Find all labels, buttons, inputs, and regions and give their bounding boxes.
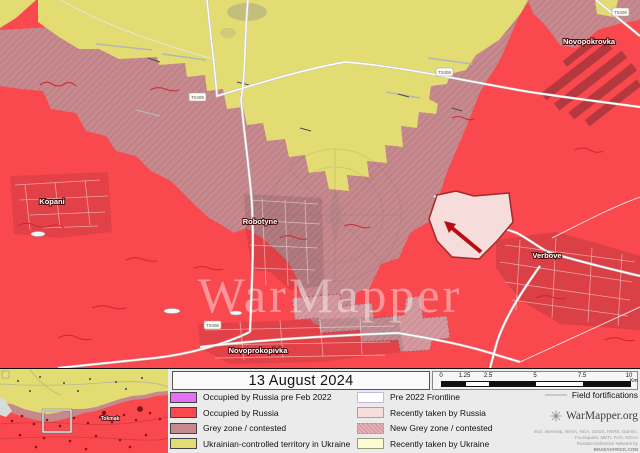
map-watermark-text: WarMapper bbox=[198, 267, 463, 323]
attribution-line: Foursquare, METI, FAO, NOAA bbox=[574, 435, 638, 440]
road-shield-label: T0408 bbox=[614, 10, 627, 15]
minor-roads bbox=[59, 0, 640, 363]
town-streets bbox=[14, 179, 636, 361]
town-label-robotyne: Robotyne bbox=[243, 217, 278, 226]
attribution: Esri, Intermap, NASA, NGA, USGS, HERE, G… bbox=[532, 429, 638, 453]
brand-name: WarMapper.org bbox=[566, 410, 638, 422]
scale-bar-segments bbox=[441, 381, 631, 387]
legend-item-occupied: Occupied by Russia bbox=[170, 407, 279, 419]
date-title-box: 13 August 2024 bbox=[172, 371, 430, 390]
legend-item-pre2022-frontline: Pre 2022 Frontline bbox=[357, 391, 460, 403]
road-shield-label: T0408 bbox=[191, 95, 204, 100]
recently-taken-by-russia-area bbox=[428, 190, 514, 260]
legend-item-grey-zone: Grey zone / contested bbox=[170, 422, 286, 434]
swatch-pre2022-frontline bbox=[357, 391, 384, 403]
scale-tick: 5 bbox=[533, 373, 537, 379]
town-label-novoprokopivka: Novoprokopivka bbox=[229, 346, 289, 355]
swatch-occupied bbox=[170, 407, 197, 418]
legend-bar: Tokmak 13 August 2024 0 1.25 2.5 5 7.5 1… bbox=[0, 368, 640, 453]
swatch-ukrainian bbox=[170, 438, 197, 449]
main-map: WarMapper T0408 T0408 T0408 T0408 Kopani… bbox=[0, 0, 640, 368]
scale-bar: 0 1.25 2.5 5 7.5 10 Km bbox=[432, 371, 638, 390]
legend-item-new-grey-zone: New Grey zone / contested bbox=[357, 422, 493, 434]
town-labels: Kopani Robotyne Novoprokopivka Verbove N… bbox=[38, 36, 617, 356]
swatch-recent-ukraine bbox=[357, 438, 384, 449]
road-shield-label: T0408 bbox=[206, 323, 219, 328]
swatch-recent-russia bbox=[357, 407, 384, 418]
brand: WarMapper.org bbox=[532, 410, 638, 422]
scale-tick: 10 bbox=[625, 373, 633, 379]
inset-extent-box bbox=[42, 409, 72, 433]
attribution-line: Russian Defensive Network by BRADYAFRICK… bbox=[576, 441, 638, 452]
new-grey-zone-area bbox=[291, 293, 451, 353]
town-label-verbove: Verbove bbox=[532, 251, 561, 260]
town-label-kopani: Kopani bbox=[39, 197, 64, 206]
scale-tick: 0 bbox=[439, 373, 443, 379]
road-shields: T0408 T0408 T0408 T0408 bbox=[188, 7, 630, 330]
legend-label: Occupied by Russia pre Feb 2022 bbox=[203, 392, 332, 402]
inset-map: Tokmak bbox=[0, 368, 171, 453]
scale-tick: 2.5 bbox=[483, 373, 493, 379]
ponds bbox=[30, 231, 243, 316]
field-fortifications-ua bbox=[95, 43, 473, 117]
legend-item-ukrainian: Ukrainian-controlled territory in Ukrain… bbox=[170, 438, 350, 450]
compass-logo-icon bbox=[550, 410, 562, 422]
legend-label: Occupied by Russia bbox=[203, 407, 279, 418]
legend-label: Grey zone / contested bbox=[203, 423, 287, 433]
legend-label: Recently taken by Ukraine bbox=[390, 438, 490, 449]
compass-watermark-icon bbox=[268, 148, 402, 282]
attribution-line: Esri, Intermap, NASA, NGA, USGS, HERE, G… bbox=[534, 429, 638, 434]
swatch-occupied-pre2022 bbox=[170, 391, 197, 403]
scale-tick: 1.25 bbox=[458, 373, 471, 379]
legend-item-occupied-pre2022: Occupied by Russia pre Feb 2022 bbox=[170, 391, 332, 403]
legend-label: Recently taken by Russia bbox=[390, 407, 486, 418]
swatch-new-grey-zone bbox=[357, 422, 384, 434]
legend-label: New Grey zone / contested bbox=[390, 423, 493, 433]
legend-label: Field fortifications bbox=[571, 390, 638, 400]
scale-unit: Km bbox=[630, 378, 638, 384]
inset-town-dots bbox=[10, 406, 162, 451]
date-title: 13 August 2024 bbox=[248, 372, 354, 389]
legend-right-section: Field fortifications WarMapper.org Esri,… bbox=[532, 389, 638, 453]
legend-item-recent-ukraine: Recently taken by Ukraine bbox=[357, 438, 489, 450]
swatch-grey-zone bbox=[170, 422, 197, 434]
legend-item-field-fortifications: Field fortifications bbox=[532, 389, 638, 401]
trench-lines bbox=[17, 81, 636, 342]
road-shield-label: T0408 bbox=[438, 70, 451, 75]
town-label-novopokrovka: Novopokrovka bbox=[563, 37, 616, 46]
scale-tick: 7.5 bbox=[577, 373, 587, 379]
legend-label: Pre 2022 Frontline bbox=[390, 392, 460, 402]
field-fortifications-line bbox=[544, 394, 567, 396]
legend-item-recent-russia: Recently taken by Russia bbox=[357, 407, 486, 419]
inset-town-label: Tokmak bbox=[101, 416, 120, 422]
legend-label: Ukrainian-controlled territory in Ukrain… bbox=[203, 438, 351, 449]
advance-arrow bbox=[444, 221, 483, 254]
roads bbox=[57, 0, 640, 368]
